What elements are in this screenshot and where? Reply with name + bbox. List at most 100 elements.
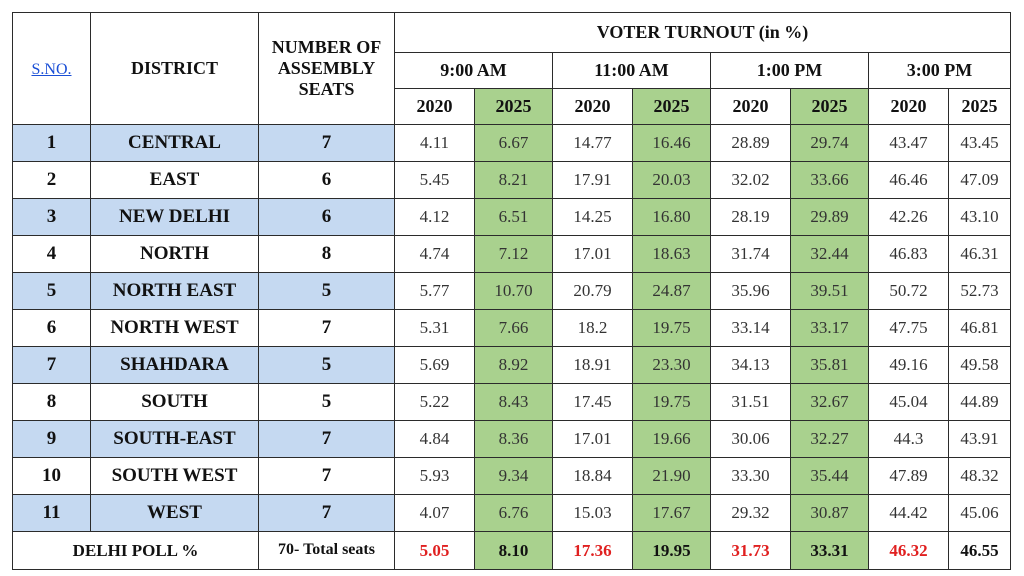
turnout-value: 6.76 — [474, 494, 553, 532]
turnout-value: 44.42 — [868, 494, 949, 532]
table-row: 11 WEST 7 4.07 6.76 15.03 17.67 29.32 30.87 44.42… — [12, 494, 1012, 532]
turnout-value: 42.26 — [868, 198, 949, 236]
turnout-value: 50.72 — [868, 272, 949, 310]
row-serial-number: 11 — [12, 494, 91, 532]
sno-header-link[interactable]: S.NO. — [31, 60, 72, 78]
turnout-value: 5.45 — [394, 161, 475, 199]
turnout-value: 46.31 — [947, 235, 1012, 273]
turnout-value: 43.10 — [947, 198, 1012, 236]
assembly-seat-count: 7 — [258, 309, 395, 347]
turnout-value: 32.02 — [710, 161, 791, 199]
turnout-value: 8.21 — [474, 161, 553, 199]
turnout-value: 35.96 — [710, 272, 791, 310]
district-name: WEST — [90, 494, 259, 532]
poll-total-value: 46.55 — [947, 531, 1012, 570]
turnout-value: 17.01 — [552, 420, 633, 458]
turnout-value: 32.67 — [790, 383, 869, 421]
time-header-0900: 9:00 AM — [394, 52, 553, 89]
turnout-value: 31.51 — [710, 383, 791, 421]
assembly-seat-count: 7 — [258, 420, 395, 458]
poll-total-value: 19.95 — [632, 531, 711, 570]
turnout-value: 16.46 — [632, 124, 711, 162]
delhi-poll-label: DELHI POLL % — [12, 531, 259, 570]
turnout-value: 44.89 — [947, 383, 1012, 421]
turnout-value: 49.16 — [868, 346, 949, 384]
turnout-value: 7.66 — [474, 309, 553, 347]
district-name: NEW DELHI — [90, 198, 259, 236]
row-serial-number: 4 — [12, 235, 91, 273]
row-serial-number: 10 — [12, 457, 91, 495]
turnout-value: 7.12 — [474, 235, 553, 273]
assembly-seat-count: 7 — [258, 494, 395, 532]
row-serial-number: 7 — [12, 346, 91, 384]
district-header: DISTRICT — [90, 12, 259, 125]
turnout-value: 30.87 — [790, 494, 869, 532]
turnout-value: 34.13 — [710, 346, 791, 384]
sno-header[interactable]: S.NO. — [12, 12, 91, 125]
district-name: NORTH — [90, 235, 259, 273]
turnout-value: 43.47 — [868, 124, 949, 162]
year-header-2025: 2025 — [632, 88, 711, 125]
turnout-value: 15.03 — [552, 494, 633, 532]
poll-total-value: 46.32 — [868, 531, 949, 570]
row-serial-number: 3 — [12, 198, 91, 236]
turnout-value: 45.04 — [868, 383, 949, 421]
turnout-value: 33.30 — [710, 457, 791, 495]
turnout-value: 43.45 — [947, 124, 1012, 162]
assembly-seat-count: 6 — [258, 161, 395, 199]
turnout-value: 17.01 — [552, 235, 633, 273]
turnout-value: 19.75 — [632, 309, 711, 347]
assembly-seat-count: 5 — [258, 383, 395, 421]
year-header-2025: 2025 — [947, 88, 1012, 125]
voter-turnout-header: VOTER TURNOUT (in %) — [393, 12, 1012, 53]
turnout-value: 18.2 — [552, 309, 633, 347]
table-row: 6 NORTH WEST 7 5.31 7.66 18.2 19.75 33.14 33.17 4… — [12, 309, 1012, 347]
turnout-value: 14.77 — [552, 124, 633, 162]
district-name: NORTH WEST — [90, 309, 259, 347]
turnout-value: 4.07 — [394, 494, 475, 532]
year-header-2020: 2020 — [394, 88, 475, 125]
turnout-value: 39.51 — [790, 272, 869, 310]
assembly-seat-count: 7 — [258, 124, 395, 162]
turnout-value: 28.89 — [710, 124, 791, 162]
turnout-value: 46.83 — [868, 235, 949, 273]
table-row: 3 NEW DELHI 6 4.12 6.51 14.25 16.80 28.19 29.89 4… — [12, 198, 1012, 236]
year-header-2020: 2020 — [710, 88, 791, 125]
turnout-value: 47.75 — [868, 309, 949, 347]
turnout-value: 35.81 — [790, 346, 869, 384]
year-header-row: 2020 2025 2020 2025 2020 2025 2020 2025 — [13, 88, 1012, 125]
year-header-2025: 2025 — [474, 88, 553, 125]
turnout-value: 8.43 — [474, 383, 553, 421]
turnout-value: 16.80 — [632, 198, 711, 236]
time-header-1300: 1:00 PM — [710, 52, 869, 89]
turnout-value: 33.14 — [710, 309, 791, 347]
turnout-value: 5.31 — [394, 309, 475, 347]
district-name: SOUTH WEST — [90, 457, 259, 495]
turnout-value: 6.51 — [474, 198, 553, 236]
voter-turnout-table: S.NO. DISTRICT NUMBER OF ASSEMBLY SEATS … — [12, 12, 1012, 570]
turnout-value: 17.91 — [552, 161, 633, 199]
table-row: 5 NORTH EAST 5 5.77 10.70 20.79 24.87 35.96 39.5… — [12, 272, 1012, 310]
year-header-2025: 2025 — [790, 88, 869, 125]
assembly-seats-header: NUMBER OF ASSEMBLY SEATS — [258, 12, 395, 125]
table-row: 2 EAST 6 5.45 8.21 17.91 20.03 32.02 33.66 46.46 4… — [12, 161, 1012, 199]
time-header-1500: 3:00 PM — [867, 52, 1012, 89]
table-row: 7 SHAHDARA 5 5.69 8.92 18.91 23.30 34.13 35.81 49… — [12, 346, 1012, 384]
turnout-value: 49.58 — [947, 346, 1012, 384]
turnout-value: 9.34 — [474, 457, 553, 495]
poll-total-value: 8.10 — [474, 531, 553, 570]
turnout-value: 33.66 — [790, 161, 869, 199]
turnout-value: 8.36 — [474, 420, 553, 458]
assembly-seat-count: 7 — [258, 457, 395, 495]
turnout-value: 17.67 — [632, 494, 711, 532]
assembly-seat-count: 8 — [258, 235, 395, 273]
table-row: 4 NORTH 8 4.74 7.12 17.01 18.63 31.74 32.44 46.83… — [12, 235, 1012, 273]
poll-total-value: 33.31 — [790, 531, 869, 570]
turnout-value: 35.44 — [790, 457, 869, 495]
turnout-value: 5.77 — [394, 272, 475, 310]
year-header-2020: 2020 — [552, 88, 633, 125]
turnout-value: 28.19 — [710, 198, 791, 236]
turnout-value: 29.89 — [790, 198, 869, 236]
turnout-value: 20.79 — [552, 272, 633, 310]
turnout-value: 19.75 — [632, 383, 711, 421]
